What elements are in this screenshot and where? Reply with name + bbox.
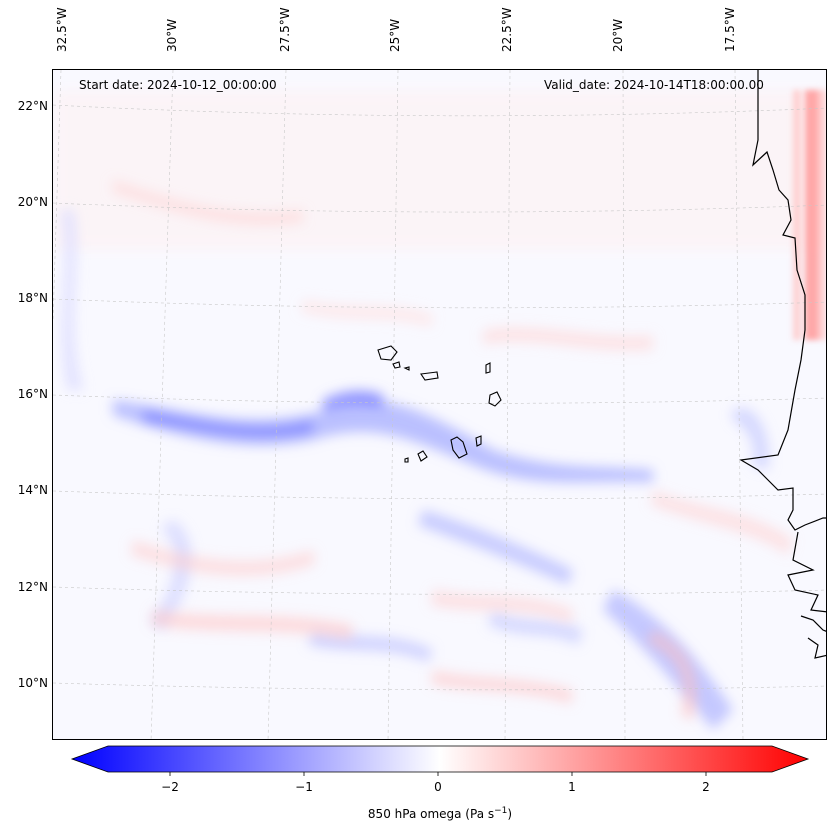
- lat-label-12n: 12°N: [17, 580, 48, 594]
- lat-label-20n: 20°N: [17, 195, 48, 209]
- colorbar: [70, 745, 810, 776]
- lon-label-17-5w: 17.5°W: [723, 7, 737, 52]
- colorbar-tick-0: 0: [434, 780, 442, 794]
- lon-label-22-5w: 22.5°W: [500, 7, 514, 52]
- colorbar-tick-2: 2: [702, 780, 710, 794]
- lon-label-20w: 20°W: [611, 18, 625, 52]
- map-panel[interactable]: [52, 69, 827, 740]
- lon-label-30w: 30°W: [165, 18, 179, 52]
- lon-label-27-5w: 27.5°W: [278, 7, 292, 52]
- lat-label-16n: 16°N: [17, 387, 48, 401]
- lon-label-32-5w: 32.5°W: [55, 7, 69, 52]
- colorbar-label: 850 hPa omega (Pa s−1): [367, 806, 513, 821]
- ascent-regions: [61, 210, 769, 730]
- valid-date-label: Valid_date: 2024-10-14T18:00:00.00: [544, 78, 764, 92]
- lat-label-22n: 22°N: [17, 99, 48, 113]
- descent-regions: [113, 180, 793, 720]
- graticule: [53, 70, 826, 739]
- cape-verde-islands: [377, 345, 502, 463]
- lat-label-18n: 18°N: [17, 291, 48, 305]
- colorbar-tick-neg2: −2: [161, 780, 179, 794]
- colorbar-tick-neg1: −1: [295, 780, 313, 794]
- lon-label-25w: 25°W: [388, 18, 402, 52]
- omega-field: [53, 70, 826, 739]
- lat-label-10n: 10°N: [17, 676, 48, 690]
- start-date-label: Start date: 2024-10-12_00:00:00: [79, 78, 277, 92]
- african-coastline: [739, 70, 826, 659]
- lat-label-14n: 14°N: [17, 483, 48, 497]
- colorbar-tick-1: 1: [568, 780, 576, 794]
